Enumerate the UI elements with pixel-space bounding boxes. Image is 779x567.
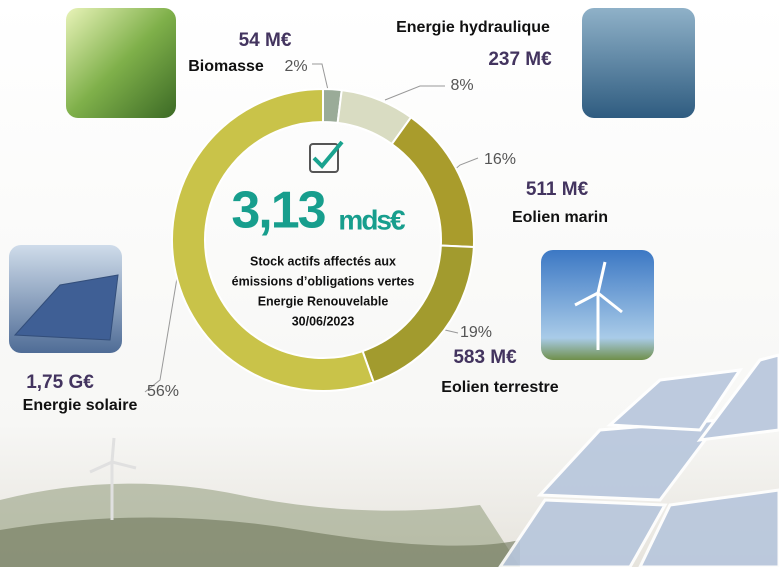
total-unit: mds€ bbox=[338, 204, 406, 235]
amount-label: 511 M€ bbox=[526, 179, 589, 200]
category-label: Eolien marin bbox=[512, 209, 608, 226]
center-line: 30/06/2023 bbox=[292, 314, 355, 328]
category-label: Eolien terrestre bbox=[441, 379, 558, 396]
percent-label: 19% bbox=[460, 324, 492, 341]
percent-label: 8% bbox=[450, 77, 473, 94]
photo-biomass bbox=[66, 8, 176, 118]
center-line: émissions d’obligations vertes bbox=[232, 274, 415, 288]
amount-label: 583 M€ bbox=[453, 347, 517, 368]
infographic: 3,13 mds€ Stock actifs affectés aux émiss… bbox=[0, 0, 779, 567]
amount-label: 54 M€ bbox=[239, 30, 292, 51]
category-label: Energie solaire bbox=[23, 397, 138, 414]
category-label: Energie hydraulique bbox=[396, 19, 550, 36]
total: 3,13 bbox=[231, 182, 325, 240]
photo-hydro bbox=[582, 8, 695, 118]
category-label: Biomasse bbox=[188, 58, 264, 75]
amount-label: 1,75 G€ bbox=[26, 372, 94, 393]
amount-label: 237 M€ bbox=[488, 49, 552, 70]
center-line: Stock actifs affectés aux bbox=[250, 254, 396, 268]
percent-label: 16% bbox=[484, 151, 516, 168]
center-line: Energie Renouvelable bbox=[258, 294, 389, 308]
percent-label: 56% bbox=[147, 383, 179, 400]
percent-label: 2% bbox=[284, 58, 307, 75]
